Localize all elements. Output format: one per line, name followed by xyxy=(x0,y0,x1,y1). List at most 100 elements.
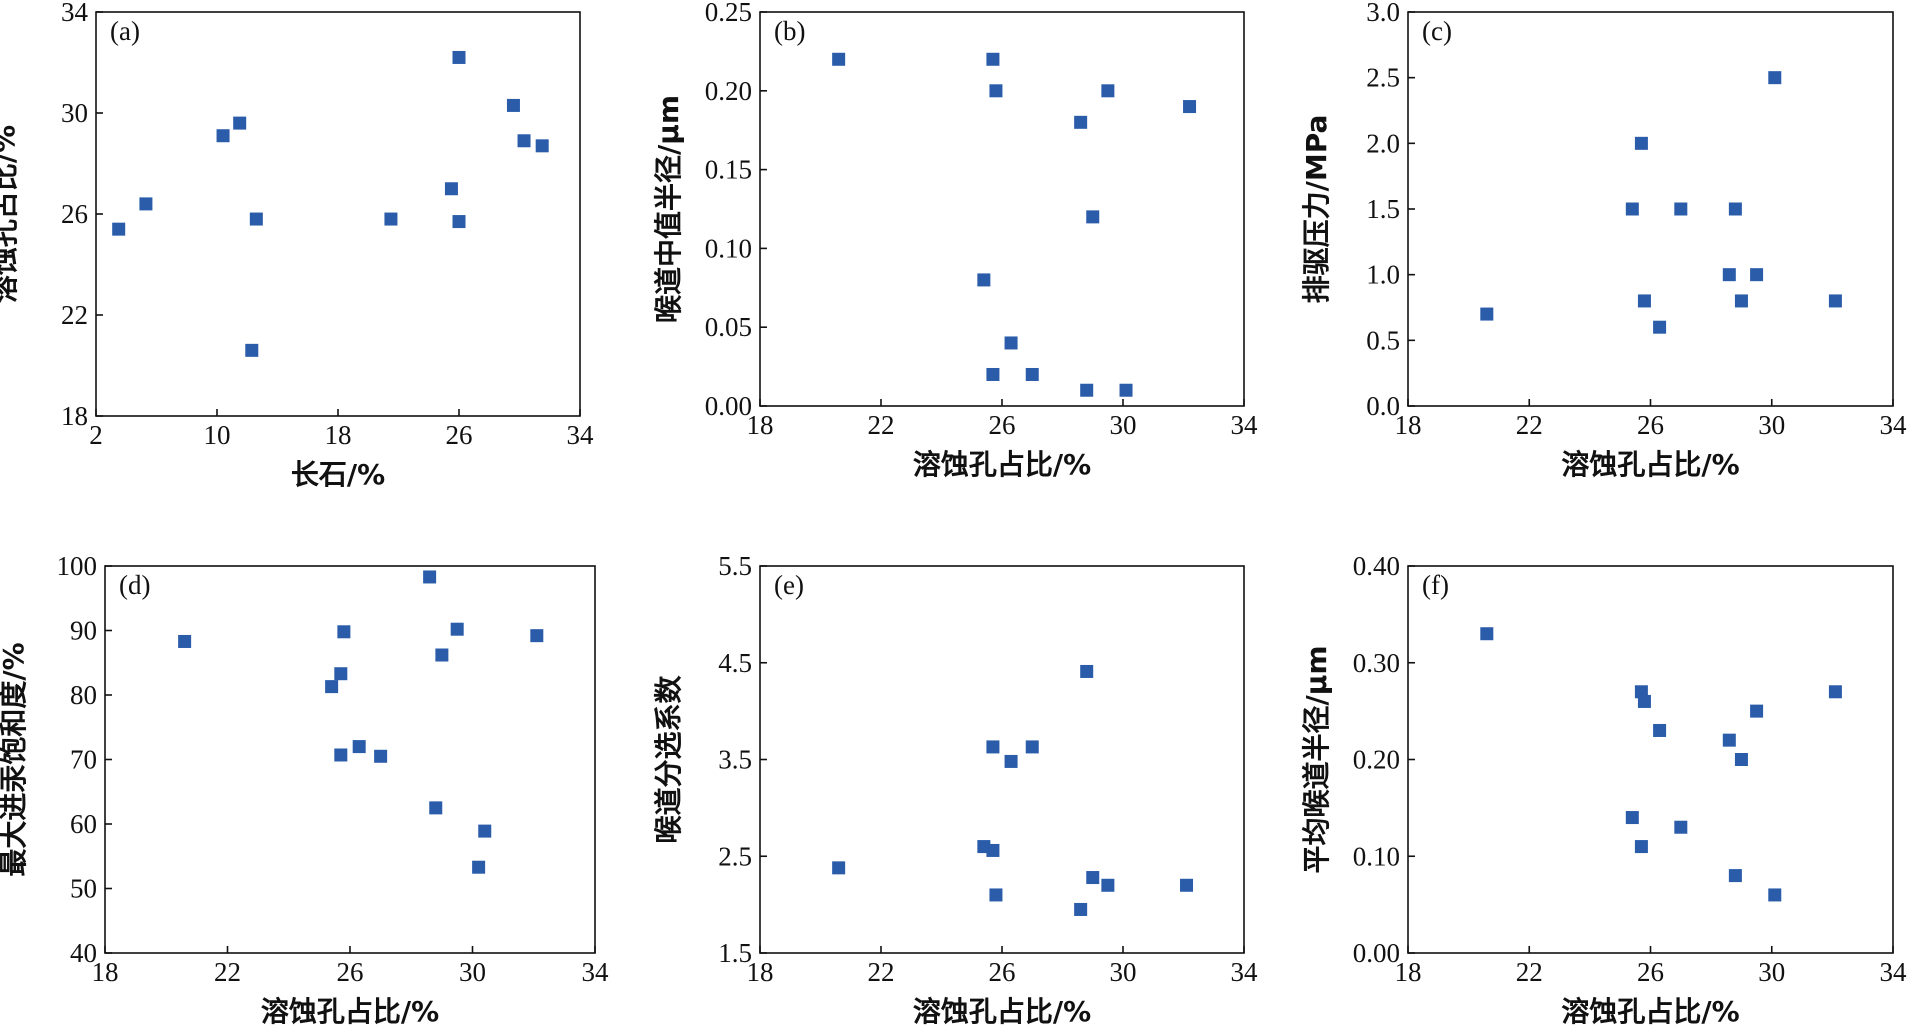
data-point xyxy=(986,740,1000,754)
data-point xyxy=(989,888,1003,902)
data-point xyxy=(374,749,388,763)
data-point xyxy=(478,824,492,838)
y-tick-label: 30 xyxy=(61,98,88,128)
data-point xyxy=(472,860,486,874)
y-tick-label: 1.5 xyxy=(718,938,752,968)
data-point xyxy=(832,861,846,875)
data-point xyxy=(535,139,549,153)
data-point xyxy=(325,680,339,694)
data-point xyxy=(1025,367,1039,381)
data-point xyxy=(530,629,544,643)
data-point xyxy=(337,625,351,639)
data-point xyxy=(1004,336,1018,350)
data-point xyxy=(1074,902,1088,916)
data-point xyxy=(334,748,348,762)
data-point xyxy=(1101,878,1115,892)
data-point xyxy=(444,182,458,196)
data-point xyxy=(450,622,464,636)
y-tick-label: 2.5 xyxy=(718,841,752,871)
x-tick-label: 26 xyxy=(989,957,1016,987)
y-tick-label: 2.0 xyxy=(1366,128,1400,158)
data-point xyxy=(1480,307,1494,321)
data-point xyxy=(1625,811,1639,825)
y-tick-label: 0.25 xyxy=(705,0,752,27)
y-tick-label: 0.20 xyxy=(1353,745,1400,775)
data-point xyxy=(1634,840,1648,854)
data-point xyxy=(139,197,153,211)
data-point xyxy=(989,84,1003,98)
data-point xyxy=(1119,383,1133,397)
data-point xyxy=(1674,202,1688,216)
data-point xyxy=(1183,100,1197,114)
x-tick-label: 18 xyxy=(92,957,119,987)
panel-c: 18 22 26 30 34 0.0 0.5 1.0 1.5 2.0 2.5 3.0 (c) 溶蚀孔占比/… xyxy=(1300,0,1907,481)
data-point xyxy=(216,129,230,143)
y-tick-label: 0.0 xyxy=(1366,391,1400,421)
x-tick-label: 22 xyxy=(868,957,895,987)
data-point xyxy=(1653,320,1667,334)
x-axis-title: 溶蚀孔占比/% xyxy=(261,995,439,1028)
x-tick-label: 26 xyxy=(989,410,1016,440)
panel-label: (f) xyxy=(1422,570,1449,600)
y-tick-label: 18 xyxy=(61,401,88,431)
data-point xyxy=(986,52,1000,66)
x-tick-label: 22 xyxy=(1516,957,1543,987)
data-point xyxy=(1653,723,1667,737)
panel-e: 18 22 26 30 34 1.5 2.5 3.5 4.5 5.5 (e) 溶蚀孔占比/% 喉道分选系… xyxy=(652,551,1258,1028)
data-point xyxy=(1768,71,1782,85)
y-tick-label: 2.5 xyxy=(1366,63,1400,93)
y-tick-label: 100 xyxy=(57,551,98,581)
x-tick-label: 18 xyxy=(1395,410,1422,440)
panel-label: (b) xyxy=(774,16,805,46)
y-axis-title: 喉道中值半径/μm xyxy=(652,95,685,323)
y-tick-label: 0.30 xyxy=(1353,648,1400,678)
data-point xyxy=(423,570,437,584)
data-point xyxy=(1728,202,1742,216)
panel-label: (d) xyxy=(119,570,150,600)
panel-d: 18 22 26 30 34 40 50 60 70 80 90 100 (d) 溶蚀孔占比/% 最大进汞饱… xyxy=(0,551,609,1028)
y-tick-label: 0.20 xyxy=(705,76,752,106)
x-tick-label: 26 xyxy=(1637,957,1664,987)
data-point xyxy=(517,134,531,148)
x-tick-label: 22 xyxy=(1516,410,1543,440)
y-tick-label: 5.5 xyxy=(718,551,752,581)
panel-label: (e) xyxy=(774,570,804,600)
data-point xyxy=(1728,869,1742,883)
data-point xyxy=(429,801,443,815)
panel-b: 18 22 26 30 34 0.00 0.05 0.10 0.15 0.20 0.25 (b) 溶蚀孔… xyxy=(652,0,1258,481)
y-tick-label: 22 xyxy=(61,300,88,330)
panel-label: (c) xyxy=(1422,16,1452,46)
plot-frame xyxy=(1407,565,1894,954)
y-tick-label: 0.05 xyxy=(705,312,752,342)
y-tick-label: 50 xyxy=(70,874,97,904)
data-point xyxy=(1625,202,1639,216)
data-point xyxy=(1734,753,1748,766)
plot-frame xyxy=(759,11,1245,407)
data-point xyxy=(233,116,247,130)
y-tick-label: 80 xyxy=(70,680,97,710)
y-tick-label: 0.10 xyxy=(1353,841,1400,871)
y-tick-label: 0.40 xyxy=(1353,551,1400,581)
x-tick-label: 30 xyxy=(1758,410,1785,440)
y-tick-label: 70 xyxy=(70,745,97,775)
x-tick-label: 34 xyxy=(1231,410,1259,440)
y-axis-title: 排驱压力/MPa xyxy=(1300,115,1333,304)
data-point xyxy=(1768,888,1782,902)
x-tick-label: 2 xyxy=(89,420,103,450)
data-point xyxy=(112,222,126,236)
y-tick-label: 3.0 xyxy=(1366,0,1400,27)
data-point xyxy=(435,648,449,662)
data-point xyxy=(1722,733,1736,747)
x-tick-label: 30 xyxy=(1110,957,1137,987)
y-axis-title: 最大进汞饱和度/% xyxy=(0,642,30,876)
y-tick-label: 0.00 xyxy=(1353,938,1400,968)
data-point xyxy=(1634,136,1648,150)
data-point xyxy=(1674,820,1688,834)
data-point xyxy=(245,343,259,357)
data-point xyxy=(1750,704,1764,718)
x-tick-label: 26 xyxy=(446,420,473,450)
x-axis-title: 溶蚀孔占比/% xyxy=(1561,448,1739,481)
y-axis-title: 平均喉道半径/μm xyxy=(1300,645,1333,873)
x-tick-label: 26 xyxy=(1637,410,1664,440)
